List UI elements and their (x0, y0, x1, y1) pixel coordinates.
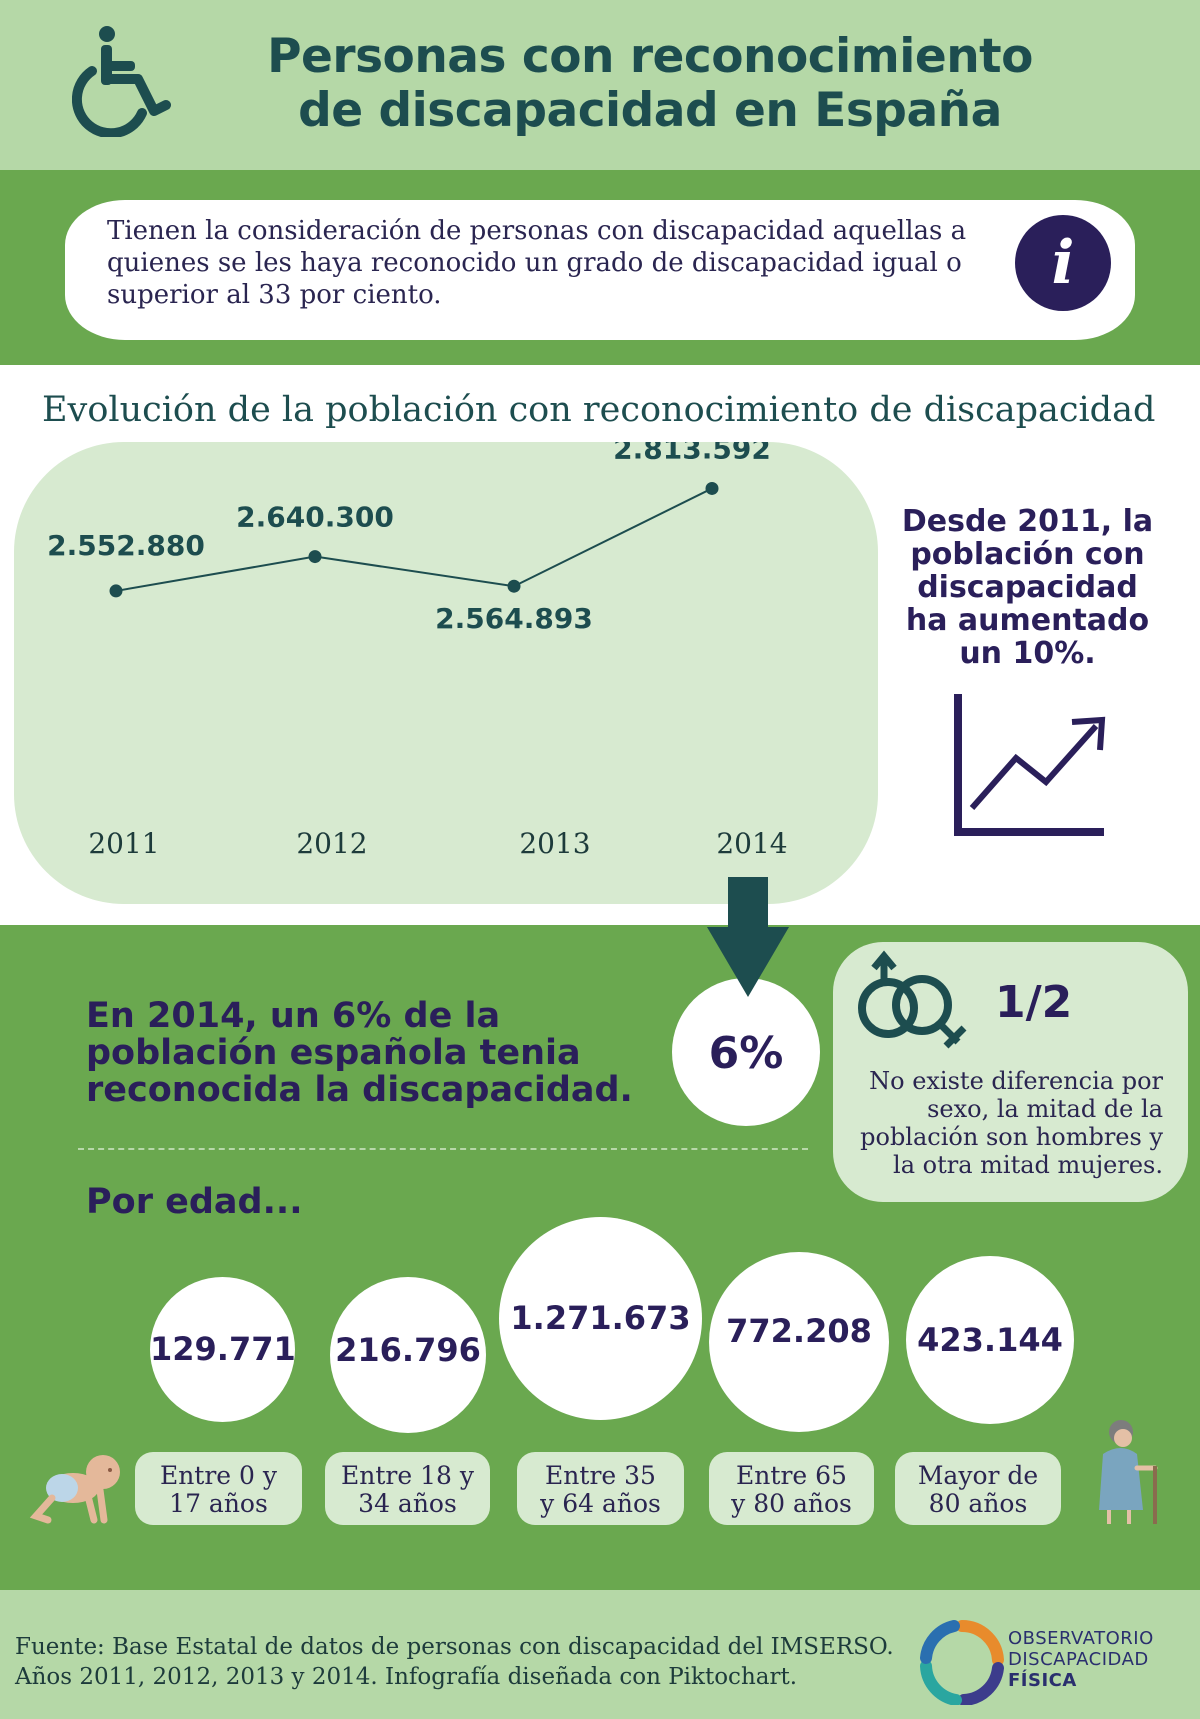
growth-line-2: población con (910, 537, 1145, 572)
chart-panel (14, 442, 878, 904)
data-point-2011 (109, 584, 123, 598)
percentage-circle (672, 978, 820, 1126)
age-label-line: y 64 años (540, 1489, 661, 1518)
elderly-person-icon (1099, 1420, 1158, 1524)
age-circle-0-17 (150, 1277, 295, 1422)
series-line (115, 487, 713, 592)
sex-text-line-2: sexo, la mitad de la (927, 1095, 1163, 1123)
source-text: Fuente: Base Estatal de datos de persona… (15, 1632, 915, 1692)
age-label-65-80: Entre 65 y 80 años (709, 1452, 874, 1525)
observatorio-logo-icon (920, 1620, 1004, 1705)
baby-crawling-icon (29, 1455, 120, 1524)
age-label-line: Entre 18 y (341, 1461, 474, 1490)
section-divider (78, 1148, 808, 1150)
age-circle-35-64 (499, 1217, 702, 1420)
pct-statement-line-1: En 2014, un 6% de la (86, 996, 501, 1036)
chart-data-labels: 2.552.880 2.640.300 2.564.893 2.813.592 (47, 442, 771, 635)
age-label-line: Entre 65 (736, 1461, 847, 1490)
sex-ratio: 1/2 (995, 977, 1073, 1028)
age-circle-80-plus (906, 1256, 1074, 1424)
data-label-2012: 2.640.300 (236, 501, 394, 534)
pct-statement-line-3: reconocida la discapacidad. (86, 1070, 633, 1110)
header-band (0, 0, 1200, 170)
age-label-35-64: Entre 35 y 64 años (517, 1452, 684, 1525)
page-title: Personas con reconocimiento de discapaci… (200, 30, 1100, 138)
age-label-0-17: Entre 0 y 17 años (135, 1452, 302, 1525)
age-value-35-64: 1.271.673 (510, 1299, 691, 1337)
data-point-2013 (507, 579, 521, 593)
sex-text-line-1: No existe diferencia por (869, 1067, 1163, 1095)
age-label-line: 80 años (928, 1489, 1028, 1518)
logo-line-2: DISCAPACIDAD (1008, 1649, 1149, 1670)
age-value-0-17: 129.771 (150, 1330, 296, 1368)
data-label-2011: 2.552.880 (47, 529, 205, 562)
gender-symbols-icon (858, 950, 967, 1049)
pct-statement-line-2: población española tenia (86, 1033, 581, 1073)
age-label-line: Entre 0 y (159, 1461, 278, 1490)
data-point-2014 (705, 481, 719, 495)
percentage-value: 6% (708, 1028, 784, 1079)
data-label-2013: 2.564.893 (435, 602, 593, 635)
sex-text-line-4: la otra mitad mujeres. (893, 1151, 1163, 1179)
x-tick-2014: 2014 (716, 827, 787, 860)
logo-line-1: OBSERVATORIO (1008, 1628, 1154, 1649)
growth-line-1: Desde 2011, la (901, 504, 1154, 539)
evolution-line-chart: 2.552.880 2.640.300 2.564.893 2.813.592 201… (47, 442, 787, 860)
observatorio-logo-text: OBSERVATORIO DISCAPACIDAD FÍSICA (1008, 1628, 1193, 1691)
definition-box (65, 200, 1135, 340)
x-tick-2012: 2012 (296, 827, 367, 860)
age-label-line: y 80 años (731, 1489, 852, 1518)
logo-line-3: FÍSICA (1008, 1670, 1077, 1691)
percentage-statement: En 2014, un 6% de la población española … (86, 998, 666, 1109)
age-value-18-34: 216.796 (335, 1331, 481, 1369)
definition-text: Tienen la consideración de personas con … (107, 216, 967, 310)
sex-text-line-3: población son hombres y (860, 1123, 1163, 1151)
age-value-65-80: 772.208 (726, 1312, 872, 1350)
age-heading: Por edad... (86, 1182, 303, 1222)
growth-summary: Desde 2011, la población con discapacida… (885, 505, 1170, 670)
source-line-2: Años 2011, 2012, 2013 y 2014. Infografía… (15, 1664, 798, 1690)
x-tick-2013: 2013 (519, 827, 590, 860)
wheelchair-icon (72, 26, 171, 137)
down-arrow-icon (707, 877, 789, 997)
chart-x-ticks: 2011 2012 2013 2014 (88, 827, 787, 860)
title-line-1: Personas con reconocimiento (267, 29, 1033, 84)
age-circle-65-80 (709, 1252, 889, 1432)
trend-up-chart-icon (954, 694, 1106, 836)
source-line-1: Fuente: Base Estatal de datos de persona… (15, 1634, 894, 1660)
growth-line-4: ha aumentado (905, 603, 1150, 638)
age-label-line: 34 años (358, 1489, 457, 1518)
age-label-line: 17 años (169, 1489, 268, 1518)
evolution-heading: Evolución de la población con reconocimi… (42, 390, 1156, 430)
age-value-80-plus: 423.144 (917, 1321, 1063, 1359)
age-label-18-34: Entre 18 y 34 años (325, 1452, 490, 1525)
age-label-80-plus: Mayor de 80 años (895, 1452, 1061, 1525)
chart-points (109, 481, 719, 598)
growth-line-5: un 10%. (959, 636, 1096, 671)
age-label-line: Mayor de (917, 1461, 1039, 1490)
age-circle-18-34 (330, 1277, 486, 1433)
growth-line-3: discapacidad (917, 570, 1138, 605)
age-label-line: Entre 35 (545, 1461, 656, 1490)
title-line-2: de discapacidad en España (298, 83, 1002, 138)
sex-description: No existe diferencia por sexo, la mitad … (840, 1067, 1163, 1179)
x-tick-2011: 2011 (88, 827, 159, 860)
info-icon: i (1015, 215, 1111, 311)
data-point-2012 (308, 550, 322, 564)
data-label-2014: 2.813.592 (613, 442, 771, 465)
